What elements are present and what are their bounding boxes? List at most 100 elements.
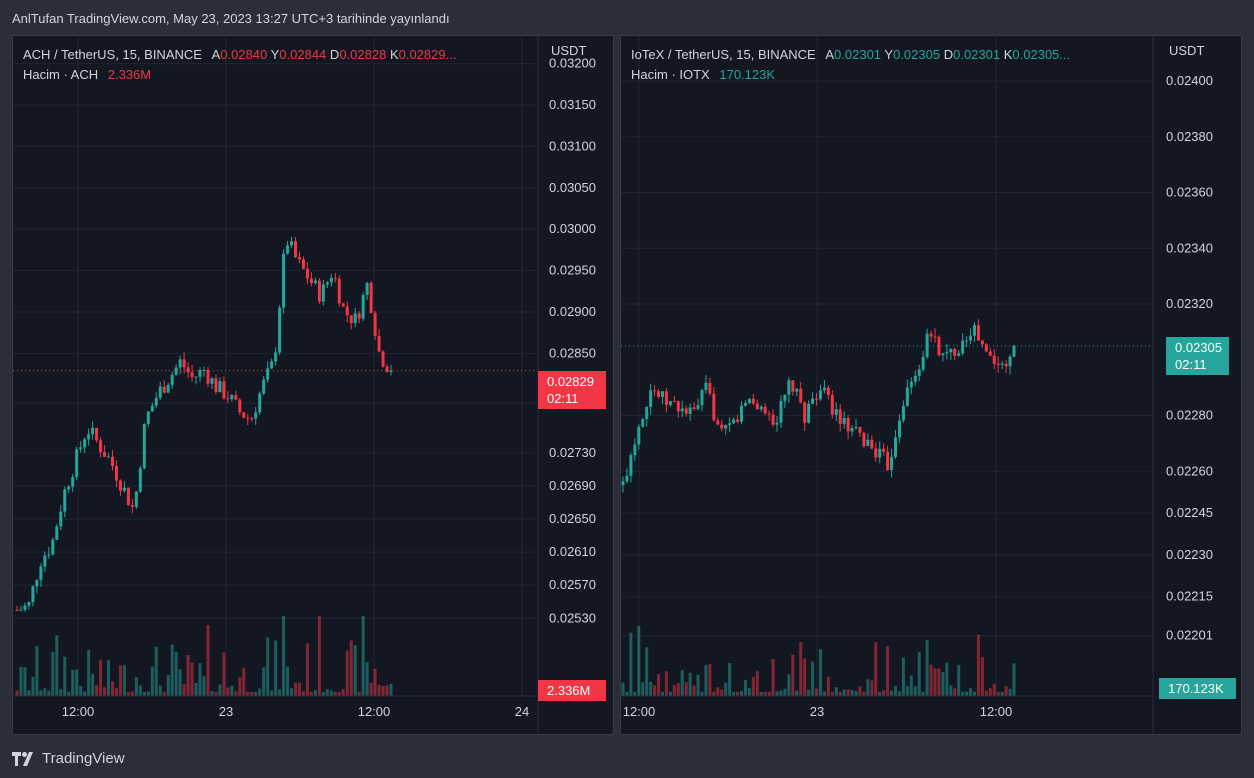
candle-body <box>282 253 286 308</box>
candle-body <box>649 390 653 407</box>
candle-body <box>953 348 957 356</box>
last-price-value: 0.02305 <box>1175 340 1222 355</box>
candle-body <box>728 423 732 425</box>
candle-body <box>55 526 59 540</box>
volume-bar <box>866 679 870 696</box>
volume-bar <box>67 691 71 696</box>
price-axis-unit[interactable]: USDT <box>1169 43 1205 58</box>
candle-body <box>811 398 815 404</box>
ach-symbol-title[interactable]: ACH / TetherUS, 15, BINANCE <box>23 47 202 62</box>
volume-bar <box>110 681 114 696</box>
candle-body <box>834 409 838 415</box>
iotx-candlestick-chart[interactable]: 0.02400 0.02380 0.02360 0.02340 0.02320 0.022… <box>621 36 1242 735</box>
volume-bar <box>349 640 353 696</box>
candle-body <box>795 388 799 392</box>
volume-bar <box>206 624 210 696</box>
volume-bar <box>653 685 657 696</box>
volume-bar <box>799 642 803 696</box>
candle-body <box>258 393 262 413</box>
candle-body <box>337 278 341 304</box>
volume-bar <box>704 665 708 696</box>
candle-body <box>186 367 190 373</box>
volume-bar <box>166 675 170 696</box>
candle-body <box>901 405 905 421</box>
volume-bar <box>664 671 668 696</box>
candle-body <box>779 401 783 423</box>
candle-body <box>807 403 811 423</box>
candle-body <box>385 366 389 372</box>
volume-bar <box>146 691 150 696</box>
volume-bar <box>842 689 846 696</box>
candle-body <box>755 403 759 410</box>
candle-body <box>278 307 282 353</box>
candle-body <box>862 432 866 447</box>
iotx-symbol-title[interactable]: IoTeX / TetherUS, 15, BINANCE <box>631 47 816 62</box>
volume-bar <box>621 682 625 696</box>
candle-body <box>767 413 771 415</box>
candle-body <box>763 406 767 414</box>
candle-body <box>142 424 146 469</box>
price-tick-label: 0.02650 <box>549 511 596 526</box>
candle-body <box>182 359 186 368</box>
volume-bar <box>138 685 142 696</box>
candle-body <box>739 405 743 422</box>
candle-body <box>43 555 47 567</box>
time-tick-label: 24 <box>515 704 529 719</box>
candle-body <box>882 448 886 452</box>
candle-body <box>110 456 114 467</box>
volume-bar <box>270 690 274 696</box>
volume-bar <box>984 690 988 696</box>
candle-body <box>91 427 95 435</box>
volume-value: 170.123K <box>719 67 776 82</box>
volume-bar <box>39 690 43 696</box>
candle-body <box>190 372 194 378</box>
candle-body <box>724 424 728 429</box>
time-tick-label: 12:00 <box>980 704 1013 719</box>
volume-bar <box>309 691 313 696</box>
volume-bar <box>162 691 166 696</box>
volume-bar <box>965 691 969 696</box>
volume-bar <box>43 688 47 696</box>
ach-candlestick-chart[interactable]: 0.03200 0.03150 0.03100 0.03050 0.03000 0.029… <box>13 36 614 735</box>
tradingview-logo[interactable]: TradingView <box>12 750 125 767</box>
volume-bar <box>345 650 349 696</box>
volume-bar <box>696 674 700 696</box>
volume-bar <box>862 691 866 696</box>
candle-body <box>230 395 234 400</box>
iotx-chart-panel[interactable]: IoTeX / TetherUS, 15, BINANCE A0.02301 Y… <box>620 35 1242 735</box>
high-value: 0.02305 <box>893 47 941 62</box>
price-tick-label: 0.02340 <box>1166 240 1213 255</box>
candle-body <box>134 491 138 507</box>
volume-bar <box>708 664 712 696</box>
candle-body <box>988 351 992 356</box>
volume-bar <box>901 657 905 696</box>
candle-body <box>222 381 226 399</box>
volume-bar <box>913 686 917 696</box>
volume-bar <box>945 662 949 696</box>
candle-body <box>297 257 301 260</box>
candle-body <box>996 363 1000 365</box>
volume-bar <box>625 691 629 696</box>
volume-bar <box>941 672 945 696</box>
candle-body <box>274 352 278 362</box>
volume-bar <box>688 672 692 696</box>
volume-bar <box>71 669 75 696</box>
candle-body <box>266 368 270 380</box>
price-tick-label: 0.03150 <box>549 97 596 112</box>
candle-body <box>621 481 625 486</box>
candle-body <box>822 387 826 391</box>
volume-bar <box>657 674 661 696</box>
volume-bar <box>775 691 779 696</box>
volume-tag: 170.123K <box>1159 678 1236 699</box>
volume-bar <box>286 666 290 696</box>
candle-body <box>67 486 71 490</box>
volume-bar <box>118 665 122 696</box>
volume-bar <box>150 666 154 696</box>
candle-body <box>389 370 393 372</box>
ach-chart-panel[interactable]: ACH / TetherUS, 15, BINANCE A0.02840 Y0.… <box>12 35 614 735</box>
candle-body <box>913 375 917 382</box>
volume-bar <box>795 690 799 696</box>
price-axis-unit[interactable]: USDT <box>551 43 587 58</box>
candle-body <box>79 447 83 450</box>
volume-bar <box>170 644 174 696</box>
